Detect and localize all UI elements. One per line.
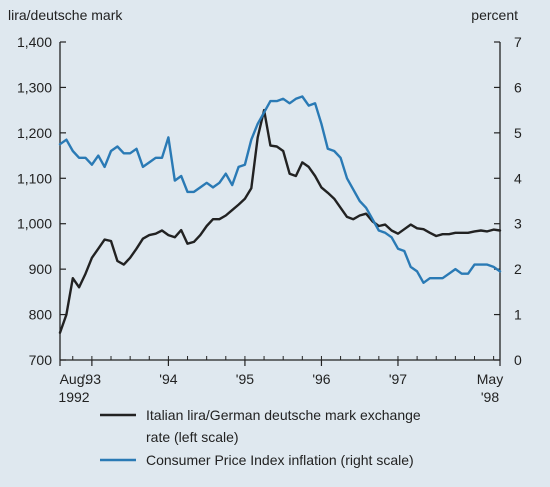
right-tick-label: 6 <box>514 79 522 95</box>
legend-label: Consumer Price Index inflation (right sc… <box>146 452 414 468</box>
x-tick-label: '94 <box>159 371 177 387</box>
left-tick-label: 800 <box>29 307 53 323</box>
x-tick-label-year: '98 <box>481 389 499 405</box>
right-tick-label: 1 <box>514 307 522 323</box>
right-axis-title: percent <box>471 7 518 23</box>
right-tick-label: 7 <box>514 34 522 50</box>
series-lines <box>58 95 502 334</box>
x-tick-label: '95 <box>236 371 254 387</box>
left-tick-label: 1,200 <box>17 125 52 141</box>
left-tick-label: 1,000 <box>17 216 52 232</box>
x-tick-label: '97 <box>389 371 407 387</box>
right-tick-label: 4 <box>514 170 522 186</box>
exchange-rate-line <box>58 108 502 334</box>
x-tick-label-year: 1992 <box>58 389 89 405</box>
legend: Italian lira/German deutsche mark exchan… <box>100 407 421 468</box>
x-tick-label: '96 <box>312 371 330 387</box>
left-tick-label: 900 <box>29 261 53 277</box>
x-tick-label: May <box>477 371 503 387</box>
x-tick-label: '93 <box>83 371 101 387</box>
cpi-inflation-line <box>58 95 502 284</box>
left-tick-label: 1,400 <box>17 34 52 50</box>
axes: 700 800 900 1,000 1,100 1,200 1,300 1,400 0 1 2 3 4 5… <box>17 34 522 405</box>
legend-label-line2: rate (left scale) <box>146 429 239 445</box>
legend-label: Italian lira/German deutsche mark exchan… <box>146 407 421 423</box>
right-tick-label: 3 <box>514 216 522 232</box>
left-tick-label: 1,100 <box>17 170 52 186</box>
left-tick-label: 1,300 <box>17 79 52 95</box>
x-tick-label: Aug. <box>60 371 89 387</box>
left-tick-label: 700 <box>29 352 53 368</box>
left-axis-title: lira/deutsche mark <box>8 7 123 23</box>
right-tick-label: 5 <box>514 125 522 141</box>
right-tick-label: 2 <box>514 261 522 277</box>
right-tick-label: 0 <box>514 352 522 368</box>
